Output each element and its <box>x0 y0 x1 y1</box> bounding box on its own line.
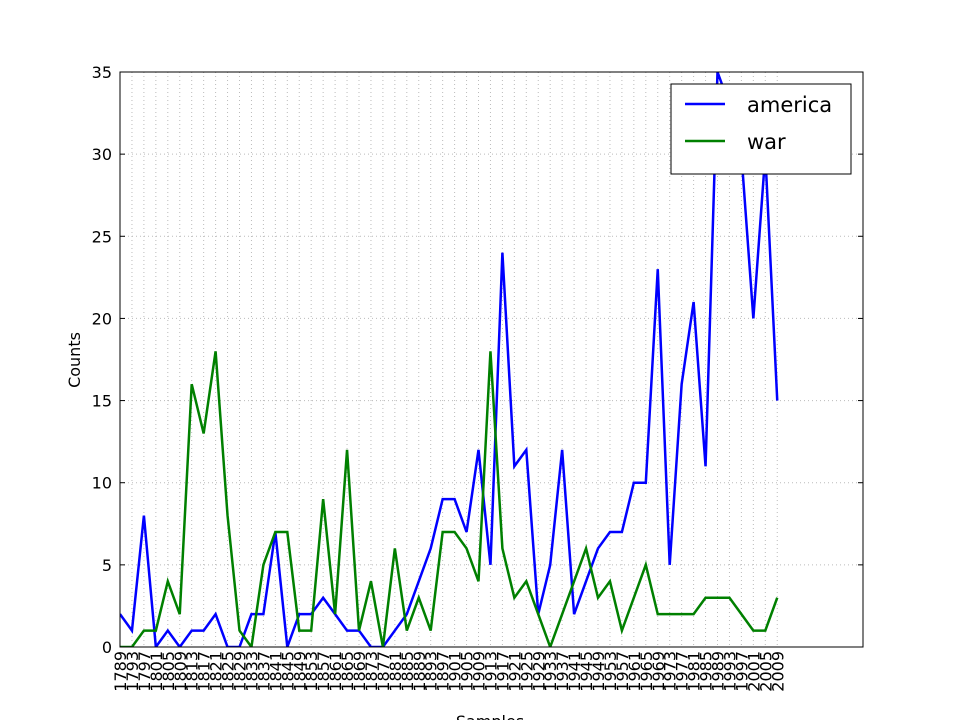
y-tick-label: 30 <box>92 145 112 164</box>
x-tick-label: 1845 <box>278 651 297 692</box>
x-tick-label: 1985 <box>697 651 716 692</box>
x-tick-label: 1921 <box>505 651 524 692</box>
x-tick-label: 1997 <box>732 651 751 692</box>
x-tick-label: 1925 <box>517 651 536 692</box>
x-tick-label: 1949 <box>589 651 608 692</box>
x-tick-label: 1897 <box>434 651 453 692</box>
x-tick-label: 1929 <box>529 651 548 692</box>
x-tick-label: 1849 <box>290 651 309 692</box>
legend-box <box>670 83 852 175</box>
x-tick-label: 1817 <box>195 651 214 692</box>
y-tick-label: 20 <box>92 309 112 328</box>
y-tick-label: 10 <box>92 474 112 493</box>
x-axis-label: Samples <box>456 712 524 720</box>
x-tick-label: 1989 <box>709 651 728 692</box>
x-tick-label: 1877 <box>374 651 393 692</box>
x-tick-label: 1861 <box>326 651 345 692</box>
x-tick-label: 1789 <box>111 651 130 692</box>
x-tick-label: 1909 <box>470 651 489 692</box>
x-tick-label: 1893 <box>422 651 441 692</box>
x-tick-label: 1945 <box>577 651 596 692</box>
x-tick-label: 1901 <box>446 651 465 692</box>
x-tick-label: 1833 <box>242 651 261 692</box>
y-axis-label: Counts <box>65 332 84 388</box>
legend-label: america <box>747 93 832 117</box>
x-tick-label: 2001 <box>744 651 763 692</box>
x-tick-label: 1821 <box>207 651 226 692</box>
x-tick-label: 1889 <box>410 651 429 692</box>
x-tick-label: 1933 <box>541 651 560 692</box>
x-tick-label: 1837 <box>254 651 273 692</box>
x-tick-label: 1853 <box>302 651 321 692</box>
x-tick-label: 1801 <box>147 651 166 692</box>
x-tick-label: 1965 <box>637 651 656 692</box>
y-tick-label: 15 <box>92 392 112 411</box>
x-tick-label: 1793 <box>123 651 142 692</box>
x-tick-label: 1805 <box>159 651 178 692</box>
x-tick-label: 1969 <box>649 651 668 692</box>
x-tick-label: 1941 <box>565 651 584 692</box>
x-tick-label: 1913 <box>481 651 500 692</box>
series-line <box>120 351 779 647</box>
plot-frame <box>119 71 864 648</box>
x-tick-label: 1885 <box>398 651 417 692</box>
x-tick-label: 1797 <box>135 651 154 692</box>
x-tick-label: 1869 <box>350 651 369 692</box>
x-tick-label: 1993 <box>720 651 739 692</box>
x-tick-label: 1857 <box>314 651 333 692</box>
x-tick-label: 1829 <box>231 651 250 692</box>
y-tick-label: 5 <box>102 556 112 575</box>
x-tick-label: 1981 <box>685 651 704 692</box>
x-tick-label: 1865 <box>338 651 357 692</box>
x-tick-label: 1825 <box>219 651 238 692</box>
x-tick-label: 1841 <box>266 651 285 692</box>
series-line <box>120 72 779 647</box>
x-tick-label: 1905 <box>458 651 477 692</box>
x-tick-label: 1881 <box>386 651 405 692</box>
y-tick-label: 0 <box>102 638 112 657</box>
x-tick-label: 1813 <box>183 651 202 692</box>
x-tick-label: 1961 <box>625 651 644 692</box>
x-tick-label: 1953 <box>601 651 620 692</box>
y-tick-label: 35 <box>92 63 112 82</box>
legend-label: war <box>747 130 786 154</box>
x-tick-label: 1957 <box>613 651 632 692</box>
x-tick-label: 1937 <box>553 651 572 692</box>
x-tick-label: 1977 <box>673 651 692 692</box>
y-tick-label: 25 <box>92 227 112 246</box>
x-tick-label: 2009 <box>768 651 787 692</box>
x-tick-label: 1873 <box>362 651 381 692</box>
x-tick-label: 1917 <box>493 651 512 692</box>
x-tick-label: 1973 <box>661 651 680 692</box>
x-tick-label: 1809 <box>171 651 190 692</box>
x-tick-label: 2005 <box>756 651 775 692</box>
